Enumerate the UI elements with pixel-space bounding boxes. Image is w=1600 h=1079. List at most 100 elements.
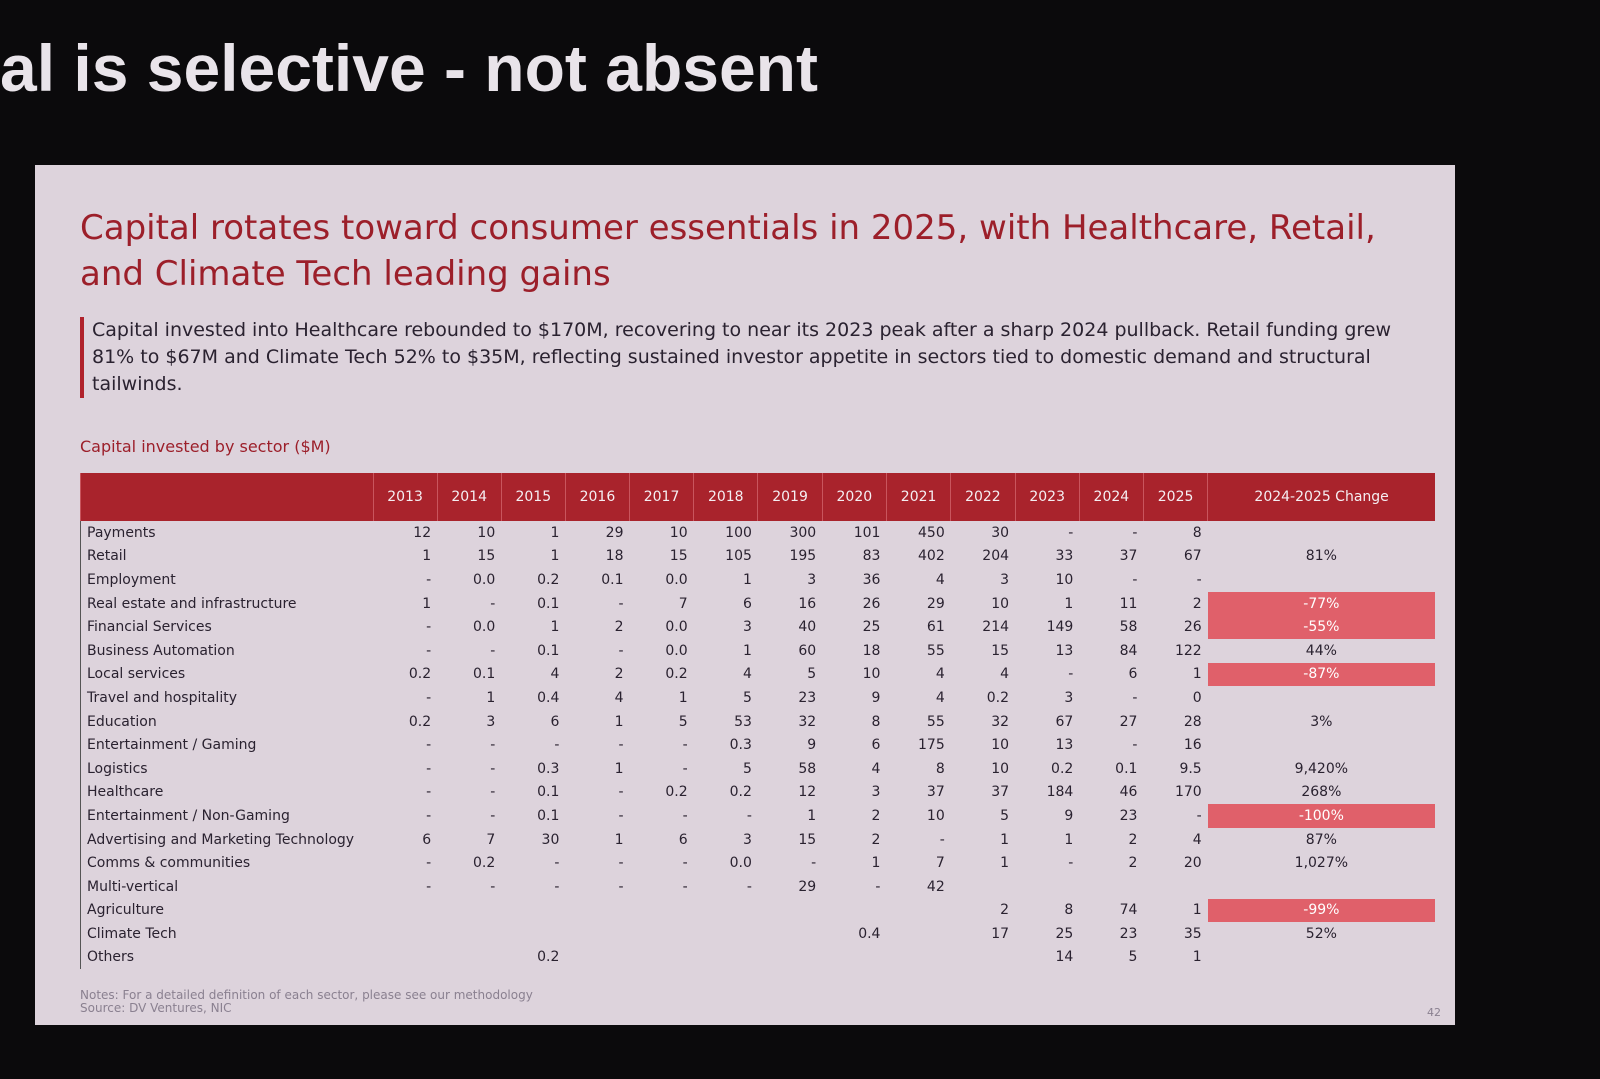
table-cell: 450	[918, 524, 945, 541]
table-cell: 46	[1119, 784, 1138, 801]
table-cell: -	[1196, 571, 1202, 588]
table-cell: 8	[935, 760, 945, 777]
table-cell	[373, 946, 437, 970]
table-cell: -	[490, 878, 496, 895]
table-cell	[630, 946, 694, 970]
table-caption: Capital invested by sector ($M)	[80, 437, 331, 456]
table-cell: -	[1068, 524, 1074, 541]
table-cell: 300	[789, 524, 817, 541]
table-cell: 0.0	[665, 642, 688, 659]
table-cell: 0.2	[729, 784, 752, 801]
table-cell: 60	[798, 642, 817, 659]
table-cell: -99%	[1207, 898, 1435, 923]
table-cell: -	[426, 784, 432, 801]
table-cell: -	[426, 619, 432, 636]
table-row: Entertainment / Non-Gaming - - 0.1 - - - 1 2 10 5 9…	[80, 804, 1435, 828]
row-label: Climate Tech	[80, 922, 373, 946]
table-cell	[630, 922, 694, 946]
table-cell: 23	[1119, 925, 1138, 942]
table-cell: 81%	[1305, 548, 1337, 565]
table-cell: 214	[982, 619, 1010, 636]
table-cell: -	[682, 737, 688, 754]
table-cell: 4	[935, 689, 945, 706]
row-label: Retail	[80, 544, 373, 569]
table-cell: 30	[541, 831, 560, 848]
table-cell: 32	[798, 713, 817, 730]
table-cell: -	[490, 807, 496, 824]
table-cell: 1	[550, 619, 560, 636]
table-row: Multi-vertical - - - - - - 29 - 42	[80, 874, 1436, 899]
table-cell: 101	[853, 524, 881, 541]
table-cell	[437, 899, 501, 923]
header-row: 2013 2014 2015 2016 2017 2018 2019 2020 2021 2022…	[80, 473, 1435, 521]
table-cell	[758, 946, 822, 970]
row-label: Advertising and Marketing Technology	[80, 827, 373, 852]
table-cell: -	[939, 831, 945, 848]
table-cell: 0.1	[1115, 760, 1138, 777]
table-cell: 17	[991, 925, 1010, 942]
notes: Notes: For a detailed definition of each…	[80, 989, 533, 1015]
table-cell: 184	[1046, 784, 1074, 801]
table-cell: 67	[1183, 548, 1202, 565]
table-cell: 23	[798, 689, 817, 706]
table-cell: 5	[742, 689, 752, 706]
table-cell: 0.1	[537, 642, 560, 659]
table-cell: 4	[1192, 831, 1202, 848]
table-cell: 0.0	[472, 571, 496, 588]
table-cell: 3	[1000, 571, 1010, 588]
table-cell: -	[682, 760, 688, 777]
row-label: Local services	[80, 662, 373, 687]
table-row: Financial Services - 0.0 1 2 0.0 3 40 25 61 214 149…	[80, 615, 1435, 639]
table-cell: 4	[1000, 666, 1010, 683]
column-header: 2019	[757, 473, 823, 521]
table-cell	[1208, 521, 1435, 545]
table-cell: 1	[1064, 831, 1074, 848]
table-row: Logistics - - 0.3 1 - 5 58 4 8 10 0.2 0.1 9.5 9,420%	[80, 756, 1436, 781]
table-cell: -	[426, 737, 432, 754]
table-cell: 2	[1128, 831, 1138, 848]
table-cell	[437, 922, 501, 946]
table-cell	[758, 899, 822, 923]
table-cell: -	[682, 878, 688, 895]
table-cell: 1	[742, 571, 752, 588]
table-row: Local services 0.2 0.1 4 2 0.2 4 5 10 4 4 - 6 1 -87%	[80, 662, 1435, 687]
table-cell: 268%	[1301, 784, 1342, 801]
table-cell: 58	[1119, 619, 1138, 636]
table-cell: 0.0	[729, 855, 752, 872]
table-cell: -	[811, 855, 817, 872]
table-cell: -	[1132, 524, 1138, 541]
table-cell: 25	[1055, 925, 1074, 942]
table-cell: 7	[486, 831, 496, 848]
table-cell: 42	[926, 878, 945, 895]
table-cell: 36	[862, 571, 881, 588]
table-cell: 7	[935, 855, 945, 872]
table-cell: 122	[1174, 642, 1202, 659]
table-cell: -	[490, 642, 496, 659]
table-cell: 4	[935, 666, 945, 683]
table-row: Retail 1 15 1 18 15 105 195 83 402 204 33 37 67 81%	[80, 544, 1436, 569]
table-cell: -55%	[1207, 615, 1435, 639]
table-cell: 8	[1192, 524, 1202, 541]
table-cell: -	[875, 878, 881, 895]
table-cell	[565, 899, 629, 923]
table-cell: 6	[871, 737, 881, 754]
slide: Capital rotates toward consumer essentia…	[35, 165, 1455, 1025]
table-cell: 1	[1000, 855, 1010, 872]
headline: al is selective - not absent	[0, 31, 818, 105]
table-cell: 1	[614, 760, 624, 777]
page-number: 42	[1427, 1006, 1441, 1019]
table-cell: -	[490, 737, 496, 754]
table-cell	[1208, 946, 1435, 970]
table-cell: 0.0	[665, 619, 688, 636]
table-cell: 3%	[1310, 713, 1333, 730]
table-cell: -100%	[1207, 804, 1435, 828]
table-cell: -	[490, 595, 496, 612]
table-cell: 16	[1183, 737, 1202, 754]
table-cell: 0.2	[665, 784, 688, 801]
table-cell: 5	[742, 760, 752, 777]
row-label: Healthcare	[80, 780, 373, 805]
table-cell: -	[1196, 807, 1202, 824]
column-header: 2023	[1014, 473, 1080, 521]
table-cell: 16	[798, 595, 817, 612]
row-label: Comms & communities	[80, 851, 373, 875]
